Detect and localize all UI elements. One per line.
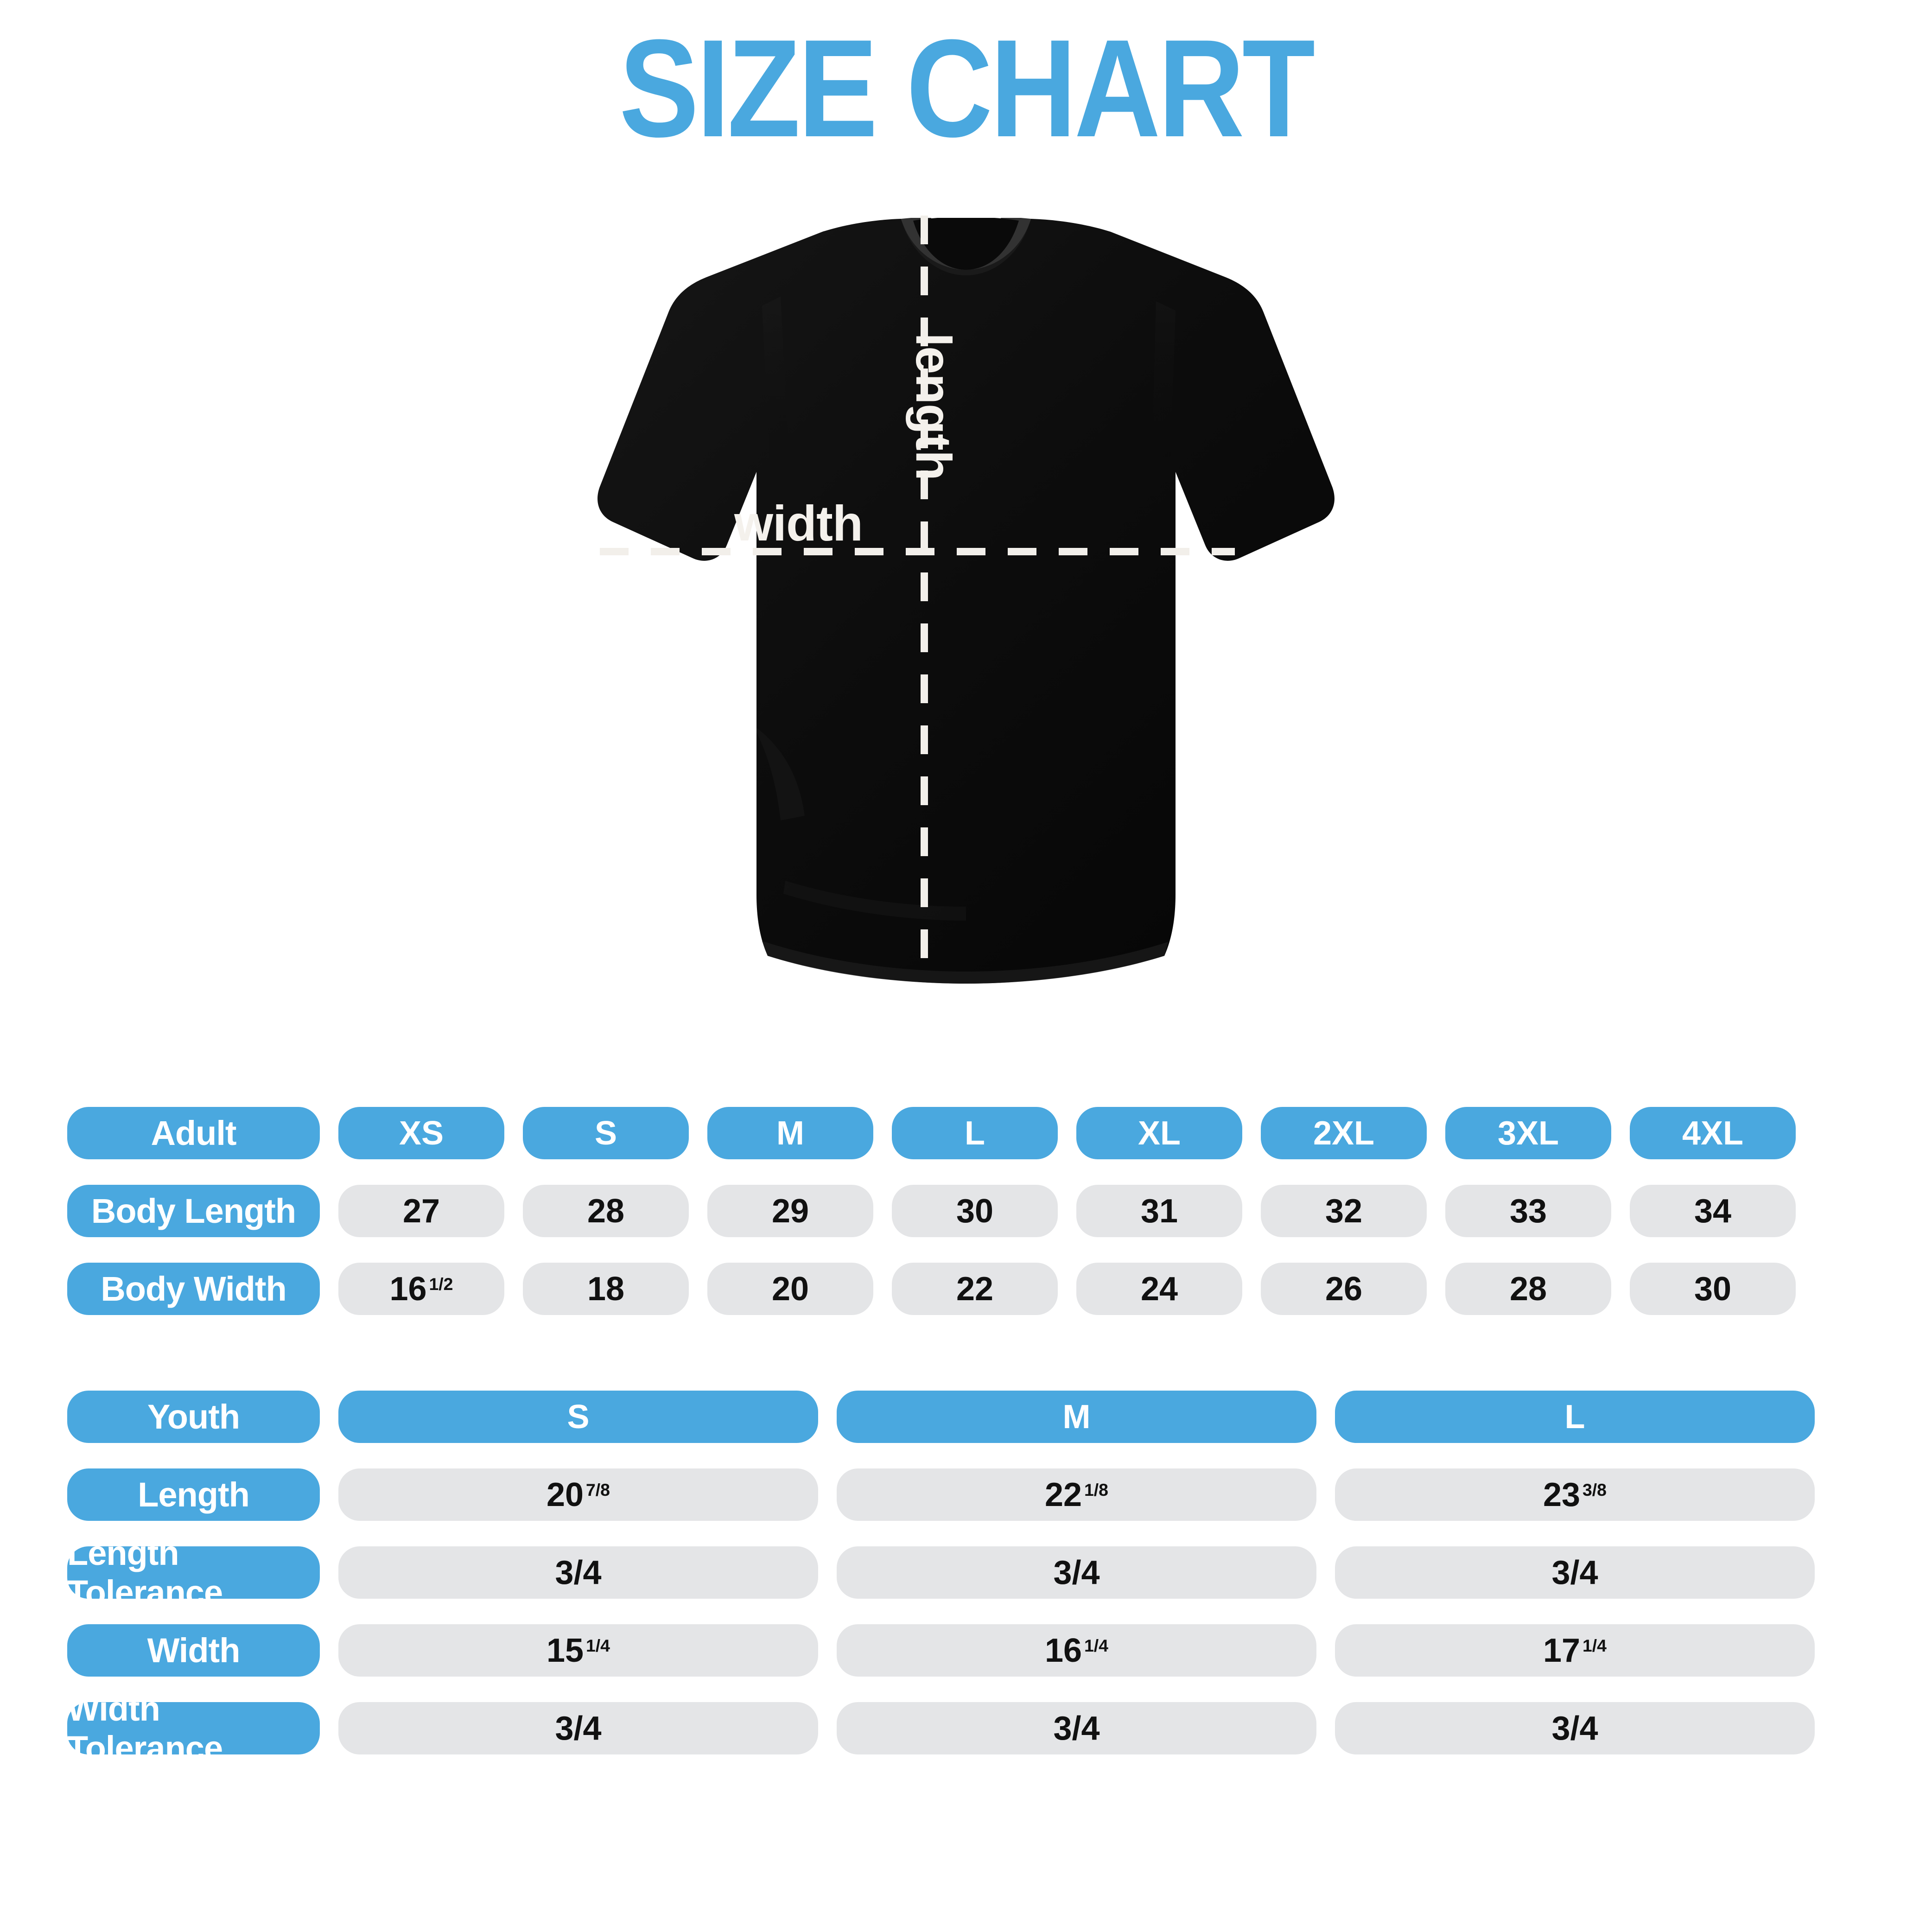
row-label: Length Tolerance bbox=[67, 1534, 320, 1612]
cell-whole: 3/4 bbox=[1551, 1710, 1598, 1747]
size-header-xl[interactable]: XL bbox=[1076, 1107, 1242, 1159]
cell-whole: 3/4 bbox=[555, 1554, 602, 1591]
cell-whole: 30 bbox=[1694, 1270, 1732, 1308]
measurement-cell: 23 3/8 bbox=[1335, 1468, 1815, 1521]
width-label: width bbox=[734, 495, 863, 551]
table-row: Width 15 1/4 16 1/4 17 1/4 bbox=[67, 1624, 1815, 1677]
cell-fraction: 1/2 bbox=[429, 1274, 453, 1294]
cell-whole: 15 bbox=[547, 1632, 584, 1669]
cell-fraction: 3/8 bbox=[1582, 1480, 1607, 1500]
cell-whole: 32 bbox=[1325, 1192, 1363, 1230]
cell-whole: 16 bbox=[389, 1270, 427, 1308]
cell-whole: 18 bbox=[587, 1270, 625, 1308]
measurement-cell: 24 bbox=[1076, 1263, 1242, 1315]
length-guide-line bbox=[921, 216, 928, 961]
length-label: length bbox=[906, 333, 962, 480]
measurement-cell: 17 1/4 bbox=[1335, 1624, 1815, 1677]
cell-whole: 30 bbox=[956, 1192, 994, 1230]
measurement-cell: 3/4 bbox=[1335, 1546, 1815, 1599]
tshirt-illustration: width length bbox=[502, 216, 1430, 1052]
table-group-label: Youth bbox=[67, 1391, 320, 1443]
adult-size-table: Adult XS S M L XL 2XL 3XL 4XL Body Length 27 28 29 30… bbox=[67, 1107, 1796, 1315]
tshirt-icon bbox=[597, 218, 1335, 984]
measurement-cell: 34 bbox=[1630, 1185, 1796, 1237]
size-header-xs[interactable]: XS bbox=[338, 1107, 504, 1159]
measurement-cell: 28 bbox=[1445, 1263, 1611, 1315]
row-label: Body Width bbox=[67, 1263, 320, 1315]
row-label: Width bbox=[67, 1624, 320, 1677]
measurement-cell: 3/4 bbox=[837, 1546, 1316, 1599]
cell-whole: 27 bbox=[402, 1192, 440, 1230]
measurement-cell: 20 7/8 bbox=[338, 1468, 818, 1521]
row-label: Length bbox=[67, 1468, 320, 1521]
size-header-m[interactable]: M bbox=[707, 1107, 873, 1159]
measurement-cell: 30 bbox=[892, 1185, 1058, 1237]
cell-whole: 22 bbox=[1045, 1476, 1082, 1513]
measurement-cell: 3/4 bbox=[338, 1546, 818, 1599]
measurement-cell: 22 bbox=[892, 1263, 1058, 1315]
size-header-s[interactable]: S bbox=[338, 1391, 818, 1443]
measurement-cell: 3/4 bbox=[1335, 1702, 1815, 1754]
cell-fraction: 1/4 bbox=[585, 1636, 610, 1656]
measurement-cell: 3/4 bbox=[837, 1702, 1316, 1754]
measurement-cell: 32 bbox=[1261, 1185, 1427, 1237]
cell-whole: 20 bbox=[771, 1270, 809, 1308]
cell-whole: 24 bbox=[1140, 1270, 1178, 1308]
table-row: Body Length 27 28 29 30 31 32 33 34 bbox=[67, 1185, 1796, 1237]
measurement-cell: 16 1/2 bbox=[338, 1263, 504, 1315]
measurement-cell: 31 bbox=[1076, 1185, 1242, 1237]
cell-fraction: 7/8 bbox=[585, 1480, 610, 1500]
cell-whole: 3/4 bbox=[1053, 1710, 1100, 1747]
table-header-row: Adult XS S M L XL 2XL 3XL 4XL bbox=[67, 1107, 1796, 1159]
cell-fraction: 1/4 bbox=[1582, 1636, 1607, 1656]
row-label: Width Tolerance bbox=[67, 1690, 320, 1767]
measurement-cell: 22 1/8 bbox=[837, 1468, 1316, 1521]
measurement-cell: 26 bbox=[1261, 1263, 1427, 1315]
table-row: Length 20 7/8 22 1/8 23 3/8 bbox=[67, 1468, 1815, 1521]
row-label: Body Length bbox=[67, 1185, 320, 1237]
measurement-cell: 30 bbox=[1630, 1263, 1796, 1315]
cell-whole: 3/4 bbox=[1551, 1554, 1598, 1591]
table-row: Width Tolerance 3/4 3/4 3/4 bbox=[67, 1690, 1815, 1767]
table-header-row: Youth S M L bbox=[67, 1391, 1815, 1443]
cell-whole: 34 bbox=[1694, 1192, 1732, 1230]
size-header-s[interactable]: S bbox=[523, 1107, 689, 1159]
cell-whole: 23 bbox=[1543, 1476, 1581, 1513]
cell-whole: 3/4 bbox=[1053, 1554, 1100, 1591]
table-row: Body Width 16 1/2 18 20 22 24 26 28 30 bbox=[67, 1263, 1796, 1315]
size-header-4xl[interactable]: 4XL bbox=[1630, 1107, 1796, 1159]
measurement-cell: 16 1/4 bbox=[837, 1624, 1316, 1677]
measurement-cell: 15 1/4 bbox=[338, 1624, 818, 1677]
cell-fraction: 1/8 bbox=[1084, 1480, 1108, 1500]
measurement-cell: 28 bbox=[523, 1185, 689, 1237]
cell-whole: 28 bbox=[587, 1192, 625, 1230]
cell-whole: 28 bbox=[1509, 1270, 1547, 1308]
cell-whole: 3/4 bbox=[555, 1710, 602, 1747]
youth-size-table: Youth S M L Length 20 7/8 22 1/8 23 3/8 Length Tole… bbox=[67, 1391, 1815, 1767]
measurement-cell: 18 bbox=[523, 1263, 689, 1315]
measurement-cell: 33 bbox=[1445, 1185, 1611, 1237]
measurement-cell: 29 bbox=[707, 1185, 873, 1237]
width-guide-line bbox=[600, 548, 1235, 555]
measurement-cell: 27 bbox=[338, 1185, 504, 1237]
size-header-l[interactable]: L bbox=[892, 1107, 1058, 1159]
measurement-cell: 3/4 bbox=[338, 1702, 818, 1754]
table-group-label: Adult bbox=[67, 1107, 320, 1159]
cell-whole: 26 bbox=[1325, 1270, 1363, 1308]
cell-whole: 22 bbox=[956, 1270, 994, 1308]
cell-whole: 31 bbox=[1140, 1192, 1178, 1230]
size-header-3xl[interactable]: 3XL bbox=[1445, 1107, 1611, 1159]
page-title: SIZE CHART bbox=[619, 10, 1316, 166]
measurement-cell: 20 bbox=[707, 1263, 873, 1315]
size-header-2xl[interactable]: 2XL bbox=[1261, 1107, 1427, 1159]
cell-fraction: 1/4 bbox=[1084, 1636, 1108, 1656]
size-header-l[interactable]: L bbox=[1335, 1391, 1815, 1443]
table-row: Length Tolerance 3/4 3/4 3/4 bbox=[67, 1534, 1815, 1612]
cell-whole: 29 bbox=[771, 1192, 809, 1230]
cell-whole: 16 bbox=[1045, 1632, 1082, 1669]
cell-whole: 20 bbox=[547, 1476, 584, 1513]
size-header-m[interactable]: M bbox=[837, 1391, 1316, 1443]
cell-whole: 33 bbox=[1509, 1192, 1547, 1230]
cell-whole: 17 bbox=[1543, 1632, 1581, 1669]
